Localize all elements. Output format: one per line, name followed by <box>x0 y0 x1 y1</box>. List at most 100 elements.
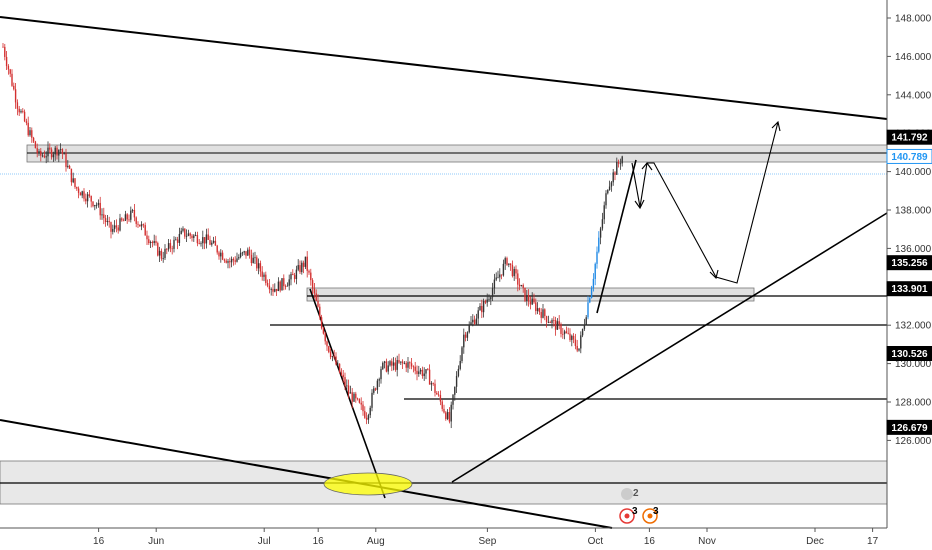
candle-body <box>11 73 13 86</box>
candle-body <box>243 251 245 253</box>
candle-body <box>346 385 348 387</box>
candle-body <box>324 333 326 342</box>
candle-body <box>356 398 359 400</box>
candle-body <box>337 363 339 365</box>
candle-body <box>207 234 209 240</box>
candle-body <box>25 121 28 123</box>
candle-body <box>331 356 334 358</box>
candle-body <box>247 249 249 256</box>
y-axis-panel[interactable] <box>887 0 932 550</box>
candle-body <box>59 149 62 150</box>
candle-body <box>509 263 512 265</box>
candle-body <box>270 289 272 290</box>
logo-badge-gray: 2 <box>633 488 639 499</box>
candle-body <box>274 288 276 292</box>
y-tick-label: 136.000 <box>895 244 932 255</box>
candle-body <box>202 237 204 244</box>
candle-body <box>419 369 422 372</box>
candle-body <box>94 205 96 207</box>
candle-body <box>554 320 557 330</box>
logo-badge-red: 3 <box>632 506 638 517</box>
candle-body <box>585 317 587 325</box>
candle-body <box>587 302 589 318</box>
price-tag-label: 140.789 <box>891 152 928 163</box>
candle-body <box>437 394 440 396</box>
candle-body <box>351 392 353 402</box>
candle-body <box>362 404 364 412</box>
x-tick-label: 17 <box>867 536 879 547</box>
candle-body <box>553 320 555 321</box>
candle-body <box>344 377 346 387</box>
candle-body <box>301 262 303 273</box>
candle-body <box>61 149 64 154</box>
candle-body <box>508 263 510 265</box>
candle-body <box>259 263 262 272</box>
candle-body <box>124 214 127 221</box>
candle-body <box>445 412 447 419</box>
candle-body <box>448 412 451 422</box>
candle-body <box>81 191 83 196</box>
candle-body <box>209 239 211 245</box>
candle-body <box>409 362 411 364</box>
candle-body <box>364 411 366 418</box>
candle-body <box>149 242 152 244</box>
candle-body <box>212 240 215 243</box>
candle-body <box>250 254 253 264</box>
candle-body <box>194 235 197 236</box>
candle-body <box>421 369 424 377</box>
candle-body <box>257 263 260 269</box>
y-tick-label: 126.000 <box>895 436 932 447</box>
candle-body <box>407 362 409 368</box>
candle-body <box>122 220 125 222</box>
candle-body <box>236 258 238 262</box>
logo-red-circle <box>619 508 635 524</box>
candle-body <box>538 308 541 313</box>
candle-body <box>52 154 55 158</box>
candle-body <box>313 288 316 294</box>
candle-body <box>522 285 524 288</box>
candle-body <box>457 368 460 376</box>
candle-body <box>315 293 317 301</box>
candle-body <box>56 147 58 156</box>
candle-body <box>482 301 485 313</box>
candle-body <box>598 237 600 252</box>
candle-body <box>9 69 11 74</box>
candle-body <box>452 394 454 405</box>
candle-body <box>227 261 229 263</box>
candle-body <box>223 259 226 261</box>
candle-body <box>306 256 308 271</box>
candle-body <box>225 260 227 263</box>
candle-body <box>601 219 604 229</box>
candle-body <box>76 187 78 189</box>
x-tick-label: Nov <box>698 536 716 547</box>
candle-body <box>479 305 481 311</box>
candle-body <box>121 218 123 221</box>
candle-body <box>329 352 332 358</box>
candle-body <box>16 102 19 109</box>
x-tick-label: 16 <box>313 536 325 547</box>
candle-body <box>576 345 578 351</box>
candle-body <box>544 309 546 317</box>
candle-body <box>610 182 613 187</box>
candle-body <box>526 295 528 301</box>
candle-body <box>432 383 434 384</box>
candle-body <box>520 285 523 287</box>
ascending-trendline <box>451 212 888 483</box>
tradingview-logo: 2 3 3 <box>619 488 659 524</box>
candle-body <box>43 155 46 158</box>
candle-body <box>268 285 271 290</box>
candle-body <box>135 217 137 224</box>
candle-body <box>218 252 220 257</box>
candle-body <box>144 225 146 236</box>
upper-channel-line <box>0 16 888 120</box>
y-tick-label: 146.000 <box>895 52 932 63</box>
candle-body <box>401 361 404 364</box>
candle-body <box>394 362 397 370</box>
lower-channel-line <box>0 419 613 529</box>
candle-body <box>378 379 380 381</box>
candle-body <box>612 172 614 183</box>
candle-body <box>551 320 553 323</box>
candle-body <box>261 271 263 277</box>
